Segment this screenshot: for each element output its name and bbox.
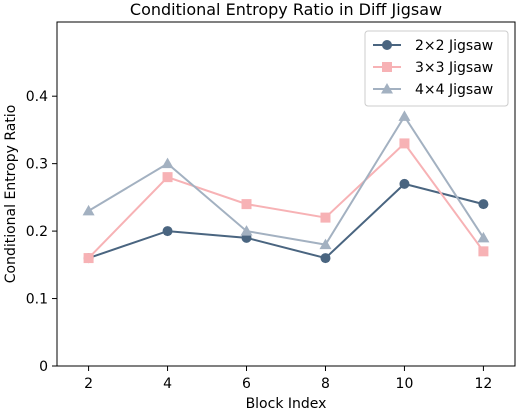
x-axis-label: Block Index xyxy=(246,396,327,412)
series-line xyxy=(88,114,485,246)
series-line xyxy=(88,182,484,260)
series-1 xyxy=(83,178,489,264)
legend-label: 2×2 Jigsaw xyxy=(415,38,493,54)
legend-label: 4×4 Jigsaw xyxy=(415,82,493,98)
data-point xyxy=(477,231,490,243)
data-point xyxy=(399,138,410,149)
series-3 xyxy=(82,110,490,250)
plot-frame xyxy=(56,21,516,367)
data-point xyxy=(82,204,95,216)
series-line xyxy=(87,141,485,259)
plot-area: 2 4 6 8 10 12 0 0.1 0.2 0.3 0.4 xyxy=(26,21,516,392)
data-point xyxy=(399,178,410,189)
y-tick-label: 0.2 xyxy=(26,224,48,240)
series-2 xyxy=(83,138,489,264)
x-tick-label: 12 xyxy=(474,376,492,392)
data-point xyxy=(478,246,489,257)
y-tick-label: 0.4 xyxy=(26,89,48,105)
y-tick-label: 0.3 xyxy=(26,157,48,173)
data-point xyxy=(398,110,411,121)
legend-box xyxy=(364,30,509,107)
data-point xyxy=(320,212,331,223)
data-point xyxy=(240,225,253,236)
y-axis-label: Conditional Entropy Ratio xyxy=(3,105,19,284)
data-point xyxy=(320,253,331,264)
data-point xyxy=(478,199,489,210)
legend-marker xyxy=(381,83,393,94)
data-point xyxy=(161,157,174,169)
legend-marker xyxy=(382,62,392,72)
data-point xyxy=(162,226,173,237)
legend-marker xyxy=(382,40,392,50)
x-tick-label: 6 xyxy=(242,376,251,392)
x-tick-label: 4 xyxy=(163,376,172,392)
data-point xyxy=(319,238,332,250)
x-tick-label: 8 xyxy=(321,376,330,392)
x-tick-label: 10 xyxy=(396,376,414,392)
chart-title: Conditional Entropy Ratio in Diff Jigsaw xyxy=(130,0,442,19)
legend: 2×2 Jigsaw 3×3 Jigsaw 4×4 Jigsaw xyxy=(364,30,509,107)
data-point xyxy=(83,253,94,264)
legend-label: 3×3 Jigsaw xyxy=(415,60,493,76)
x-tick-label: 2 xyxy=(84,376,93,392)
data-point xyxy=(162,172,173,183)
y-tick-label: 0.1 xyxy=(26,292,48,308)
data-point xyxy=(241,199,252,210)
y-tick-label: 0 xyxy=(39,359,48,375)
